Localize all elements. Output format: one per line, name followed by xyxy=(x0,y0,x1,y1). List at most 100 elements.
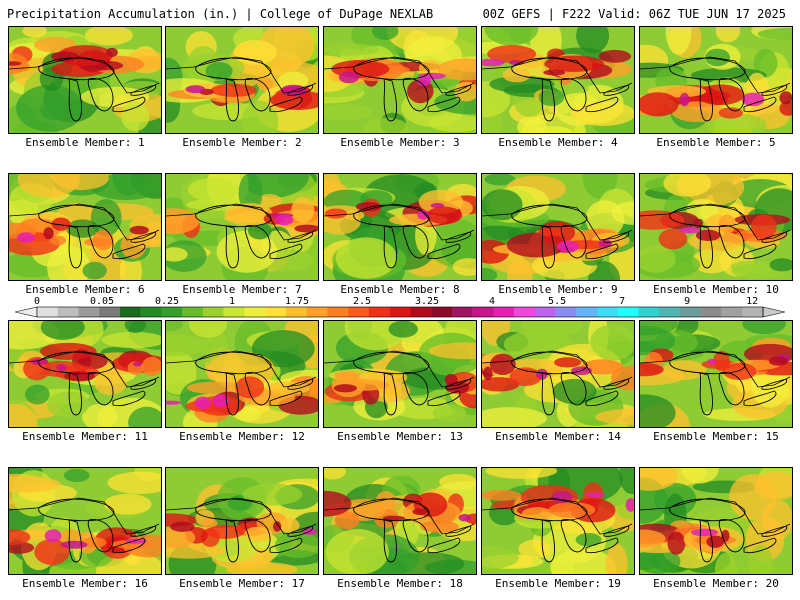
great-lake-outline xyxy=(402,519,429,553)
colorbar-tick-label: 3.25 xyxy=(415,296,440,307)
ensemble-member-label: Ensemble Member: 3 xyxy=(340,136,460,149)
ensemble-member-label: Ensemble Member: 17 xyxy=(179,577,305,590)
great-lake-outline xyxy=(743,96,777,113)
great-lake-outline xyxy=(244,372,271,406)
ensemble-member-label: Ensemble Member: 14 xyxy=(495,430,621,443)
ensemble-member-map xyxy=(481,26,635,134)
great-lake-outline xyxy=(718,225,745,259)
ensemble-member-map xyxy=(639,173,793,281)
great-lake-outline xyxy=(269,390,303,407)
great-lake-outline xyxy=(603,378,630,390)
state-border-line xyxy=(324,203,475,241)
ensemble-member-map xyxy=(8,467,162,575)
great-lake-outline xyxy=(68,519,82,563)
great-lake-outline xyxy=(445,84,472,96)
colorbar-swatch xyxy=(721,307,743,317)
colorbar xyxy=(15,306,785,318)
state-border-line xyxy=(166,203,317,241)
colorbar-swatch xyxy=(265,307,287,317)
precip-field xyxy=(482,27,634,133)
ensemble-member-map xyxy=(323,173,477,281)
state-border-line xyxy=(9,350,160,388)
great-lake-outline xyxy=(511,351,588,375)
state-border-line xyxy=(640,56,791,94)
precip-field xyxy=(640,174,792,280)
map-title: Precipitation Accumulation (in.) | Colle… xyxy=(7,7,434,21)
colorbar-swatch xyxy=(451,307,473,317)
colorbar-max-arrow xyxy=(762,306,785,318)
precip-field xyxy=(640,321,792,427)
great-lake-outline xyxy=(87,372,114,406)
colorbar-swatch xyxy=(368,307,390,317)
ensemble-member-map xyxy=(323,26,477,134)
great-lake-outline xyxy=(112,390,146,407)
state-border-line xyxy=(324,350,475,388)
great-lake-outline xyxy=(402,78,429,112)
great-lake-outline xyxy=(743,537,777,554)
precip-field xyxy=(9,174,161,280)
great-lake-outline xyxy=(541,372,555,416)
precip-field xyxy=(324,27,476,133)
great-lake-outline xyxy=(38,204,115,228)
ensemble-member-label: Ensemble Member: 4 xyxy=(498,136,618,149)
great-lake-outline xyxy=(699,78,713,122)
colorbar-tick-label: 0.05 xyxy=(89,296,115,307)
great-lake-outline xyxy=(130,525,157,537)
ensemble-member-label: Ensemble Member: 1 xyxy=(25,136,145,149)
colorbar-swatch xyxy=(597,307,618,317)
ensemble-member-label: Ensemble Member: 11 xyxy=(22,430,148,443)
state-border-line xyxy=(166,350,317,388)
great-lake-outline xyxy=(585,537,619,554)
great-lake-outline xyxy=(402,372,429,406)
precip-field xyxy=(324,468,476,574)
colorbar-swatch xyxy=(306,307,328,317)
colorbar-swatch xyxy=(161,307,183,317)
great-lake-outline xyxy=(445,231,472,243)
colorbar-swatch xyxy=(472,307,494,317)
colorbar-swatch xyxy=(327,307,349,317)
great-lake-outline xyxy=(402,225,429,259)
ensemble-member-map xyxy=(639,320,793,428)
precip-field xyxy=(9,468,161,574)
precip-field xyxy=(482,321,634,427)
ensemble-member-map xyxy=(8,26,162,134)
state-border-line xyxy=(9,497,160,535)
ensemble-member-label: Ensemble Member: 6 xyxy=(25,283,145,296)
great-lake-outline xyxy=(112,96,146,113)
ensemble-member-map xyxy=(481,467,635,575)
great-lake-outline xyxy=(225,225,239,269)
ensemble-member-map xyxy=(8,320,162,428)
colorbar-swatch xyxy=(617,307,639,317)
precip-field xyxy=(166,321,318,427)
ensemble-member-label: Ensemble Member: 16 xyxy=(22,577,148,590)
ensemble-member-label: Ensemble Member: 9 xyxy=(498,283,618,296)
great-lake-outline xyxy=(383,225,397,269)
model-valid-time: 00Z GEFS | F222 Valid: 06Z TUE JUN 17 20… xyxy=(482,7,786,21)
state-border-line xyxy=(9,203,160,241)
great-lake-outline xyxy=(287,525,314,537)
great-lake-outline xyxy=(112,537,146,554)
colorbar-swatch xyxy=(78,307,100,317)
colorbar-tick-label: 1 xyxy=(229,296,236,307)
precip-field xyxy=(482,468,634,574)
great-lake-outline xyxy=(511,204,588,228)
great-lake-outline xyxy=(603,84,630,96)
colorbar-tick-label: 4 xyxy=(489,296,496,307)
ensemble-member-label: Ensemble Member: 7 xyxy=(182,283,302,296)
colorbar-swatch xyxy=(534,307,556,317)
state-border-line xyxy=(482,56,633,94)
great-lake-outline xyxy=(383,78,397,122)
ensemble-member-label: Ensemble Member: 10 xyxy=(653,283,779,296)
great-lake-outline xyxy=(195,204,272,228)
colorbar-swatch xyxy=(99,307,121,317)
great-lake-outline xyxy=(87,225,114,259)
great-lake-outline xyxy=(718,519,745,553)
ensemble-member-label: Ensemble Member: 19 xyxy=(495,577,621,590)
great-lake-outline xyxy=(718,78,745,112)
colorbar-tick-label: 0 xyxy=(33,296,41,307)
great-lake-outline xyxy=(427,96,461,113)
colorbar-swatch xyxy=(555,307,577,317)
great-lake-outline xyxy=(761,84,788,96)
colorbar-swatch xyxy=(638,307,660,317)
